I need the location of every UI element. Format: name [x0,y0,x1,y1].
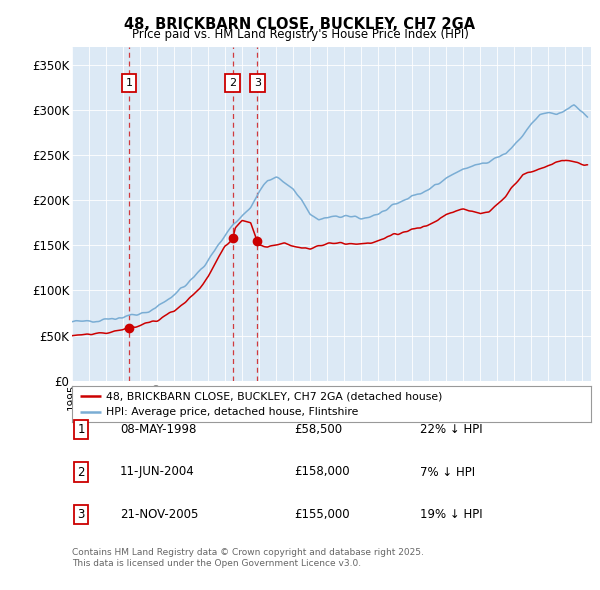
Text: 1: 1 [77,423,85,436]
Text: 2: 2 [77,466,85,478]
Text: Price paid vs. HM Land Registry's House Price Index (HPI): Price paid vs. HM Land Registry's House … [131,28,469,41]
Text: 2: 2 [229,78,236,88]
Text: 11-JUN-2004: 11-JUN-2004 [120,466,195,478]
Text: 7% ↓ HPI: 7% ↓ HPI [420,466,475,478]
Text: Contains HM Land Registry data © Crown copyright and database right 2025.: Contains HM Land Registry data © Crown c… [72,548,424,557]
Text: 48, BRICKBARN CLOSE, BUCKLEY, CH7 2GA: 48, BRICKBARN CLOSE, BUCKLEY, CH7 2GA [124,17,476,31]
Text: £58,500: £58,500 [294,423,342,436]
Text: 1: 1 [125,78,133,88]
Text: 3: 3 [254,78,261,88]
Text: This data is licensed under the Open Government Licence v3.0.: This data is licensed under the Open Gov… [72,559,361,568]
Text: 48, BRICKBARN CLOSE, BUCKLEY, CH7 2GA (detached house): 48, BRICKBARN CLOSE, BUCKLEY, CH7 2GA (d… [106,391,442,401]
Text: 19% ↓ HPI: 19% ↓ HPI [420,508,482,521]
Text: £158,000: £158,000 [294,466,350,478]
Text: 08-MAY-1998: 08-MAY-1998 [120,423,196,436]
Text: 21-NOV-2005: 21-NOV-2005 [120,508,199,521]
Text: 3: 3 [77,508,85,521]
Text: HPI: Average price, detached house, Flintshire: HPI: Average price, detached house, Flin… [106,407,358,417]
Text: £155,000: £155,000 [294,508,350,521]
Text: 22% ↓ HPI: 22% ↓ HPI [420,423,482,436]
